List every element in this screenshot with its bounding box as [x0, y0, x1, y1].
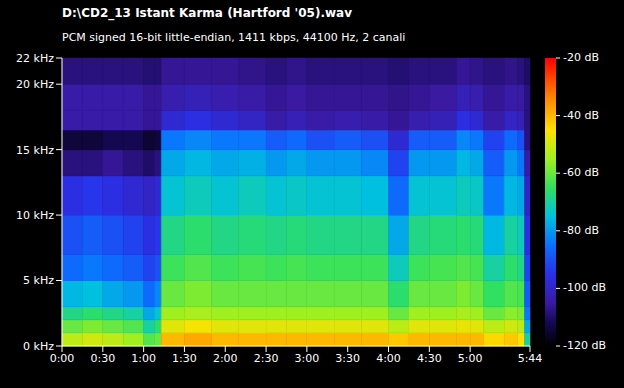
svg-text:3:30: 3:30: [335, 352, 360, 365]
svg-text:-40 dB: -40 dB: [563, 109, 599, 122]
svg-text:-60 dB: -60 dB: [563, 166, 599, 179]
html-text:D:\CD2_13 Istant Karma (Hartfo: D:\CD2_13 Istant Karma (Hartford '05).wa…: [62, 6, 352, 20]
svg-text:2:30: 2:30: [254, 352, 279, 365]
svg-text:0:00: 0:00: [50, 352, 75, 365]
svg-text:3:00: 3:00: [295, 352, 320, 365]
html-text:PCM signed 16-bit little-endia: PCM signed 16-bit little-endian, 1411 kb…: [62, 31, 406, 44]
svg-text:-120 dB: -120 dB: [563, 339, 606, 352]
svg-text:-20 dB: -20 dB: [563, 51, 599, 64]
svg-text:-80 dB: -80 dB: [563, 224, 599, 237]
svg-text:1:30: 1:30: [172, 352, 197, 365]
svg-text:-100 dB: -100 dB: [563, 281, 606, 294]
svg-text:4:30: 4:30: [417, 352, 442, 365]
svg-text:5 kHz: 5 kHz: [23, 274, 54, 287]
svg-text:15 kHz: 15 kHz: [16, 144, 54, 157]
svg-text:10 kHz: 10 kHz: [16, 209, 54, 222]
svg-text:2:00: 2:00: [213, 352, 238, 365]
svg-text:22 kHz: 22 kHz: [16, 52, 54, 65]
svg-text:5:44: 5:44: [518, 352, 543, 365]
svg-text:0 kHz: 0 kHz: [23, 340, 54, 353]
svg-text:20 kHz: 20 kHz: [16, 78, 54, 91]
svg-text:4:00: 4:00: [376, 352, 401, 365]
svg-text:0:30: 0:30: [90, 352, 115, 365]
svg-text:1:00: 1:00: [131, 352, 156, 365]
svg-text:5:00: 5:00: [458, 352, 483, 365]
